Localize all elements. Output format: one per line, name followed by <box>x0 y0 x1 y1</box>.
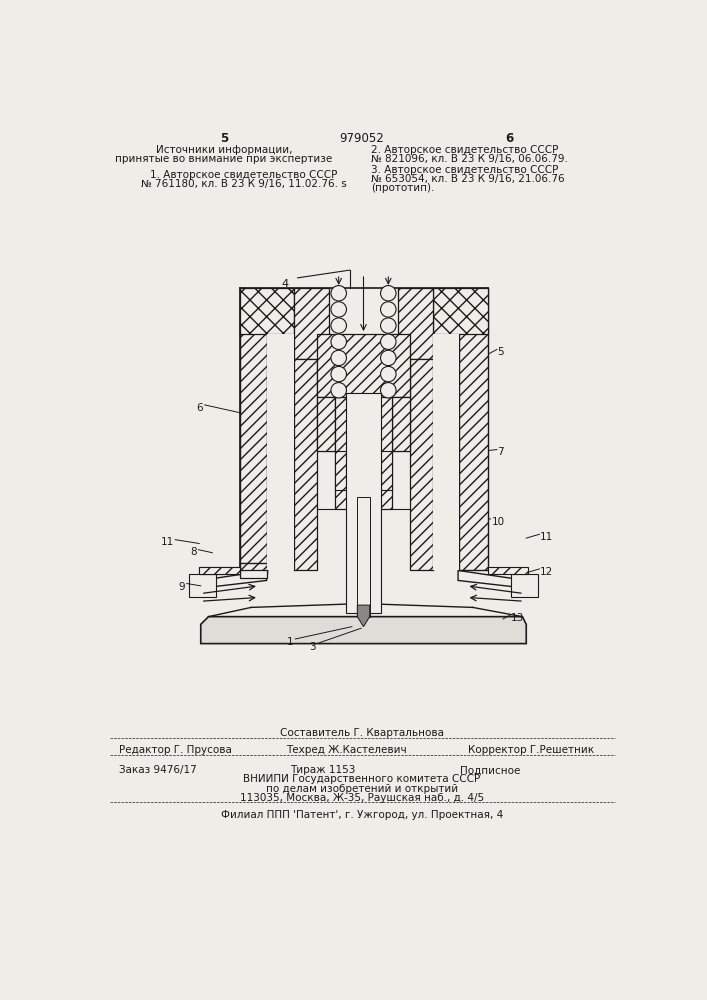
Bar <box>293 288 329 359</box>
Text: 9: 9 <box>179 582 185 592</box>
Text: 113035, Москва, Ж-35, Раушская наб., д. 4/5: 113035, Москва, Ж-35, Раушская наб., д. … <box>240 793 484 803</box>
Circle shape <box>331 318 346 333</box>
Polygon shape <box>201 617 526 644</box>
Text: 3: 3 <box>309 642 315 652</box>
Circle shape <box>380 334 396 349</box>
Text: по делам изобретений и открытий: по делам изобретений и открытий <box>266 784 458 794</box>
Text: 6: 6 <box>197 403 203 413</box>
Bar <box>380 451 392 490</box>
Polygon shape <box>488 567 528 574</box>
Bar <box>433 334 459 570</box>
Text: № 653054, кл. В 23 К 9/16, 21.06.76: № 653054, кл. В 23 К 9/16, 21.06.76 <box>371 174 565 184</box>
Polygon shape <box>189 574 216 597</box>
Circle shape <box>380 302 396 317</box>
Text: 4: 4 <box>281 279 288 289</box>
Text: Корректор Г.Решетник: Корректор Г.Решетник <box>468 745 595 755</box>
Text: 5: 5 <box>498 347 504 357</box>
Circle shape <box>380 318 396 333</box>
Circle shape <box>380 366 396 382</box>
Text: 979052: 979052 <box>339 132 385 145</box>
Text: Редактор Г. Прусова: Редактор Г. Прусова <box>119 745 233 755</box>
Text: (прототип).: (прототип). <box>371 183 435 193</box>
Text: 2. Авторское свидетельство СССР: 2. Авторское свидетельство СССР <box>371 145 559 155</box>
Bar <box>410 359 433 570</box>
Bar <box>433 288 488 334</box>
Text: ВНИИПИ Государственного комитета СССР: ВНИИПИ Государственного комитета СССР <box>243 774 481 784</box>
Text: 11: 11 <box>160 537 174 547</box>
Circle shape <box>331 366 346 382</box>
Bar <box>335 397 392 509</box>
Circle shape <box>380 286 396 301</box>
Bar <box>335 451 346 490</box>
Bar <box>346 393 380 613</box>
Text: Филиал ППП 'Патент', г. Ужгород, ул. Проектная, 4: Филиал ППП 'Патент', г. Ужгород, ул. Про… <box>221 810 503 820</box>
Text: 11: 11 <box>540 532 554 542</box>
Text: 1: 1 <box>287 637 293 647</box>
Text: 3. Авторское свидетельство СССР: 3. Авторское свидетельство СССР <box>371 165 559 175</box>
Text: принятые во внимание при экспертизе: принятые во внимание при экспертизе <box>115 154 332 164</box>
Bar <box>392 397 410 451</box>
Bar <box>459 288 488 570</box>
Text: 10: 10 <box>491 517 505 527</box>
Text: 13: 13 <box>510 613 524 623</box>
Polygon shape <box>357 605 370 627</box>
Bar <box>199 567 240 574</box>
Bar <box>267 334 293 570</box>
Text: Заказ 9476/17: Заказ 9476/17 <box>119 765 197 775</box>
Text: 5: 5 <box>220 132 228 145</box>
Text: № 761180, кл. В 23 К 9/16, 11.02.76. s: № 761180, кл. В 23 К 9/16, 11.02.76. s <box>141 179 347 189</box>
Text: 6: 6 <box>505 132 513 145</box>
Text: 2: 2 <box>245 455 251 465</box>
Polygon shape <box>240 570 267 578</box>
Bar <box>317 397 335 451</box>
Circle shape <box>331 334 346 349</box>
Polygon shape <box>510 574 538 597</box>
Bar <box>293 359 317 570</box>
Circle shape <box>331 286 346 301</box>
Text: 7: 7 <box>498 447 504 457</box>
Circle shape <box>331 383 346 398</box>
Polygon shape <box>458 570 526 588</box>
Bar <box>240 288 293 334</box>
Text: 12: 12 <box>540 567 554 577</box>
Text: Источники информации,: Источники информации, <box>156 145 292 155</box>
Text: Подписное: Подписное <box>460 765 521 775</box>
Text: Составитель Г. Квартальнова: Составитель Г. Квартальнова <box>280 728 444 738</box>
Circle shape <box>380 350 396 366</box>
Polygon shape <box>201 570 267 588</box>
Bar <box>357 497 370 617</box>
Text: 1. Авторское свидетельство СССР: 1. Авторское свидетельство СССР <box>151 170 338 180</box>
Circle shape <box>380 383 396 398</box>
Text: 8: 8 <box>190 547 197 557</box>
Circle shape <box>331 302 346 317</box>
Text: № 821096, кл. В 23 К 9/16, 06.06.79.: № 821096, кл. В 23 К 9/16, 06.06.79. <box>371 154 568 164</box>
Text: Техред Ж.Кастелевич: Техред Ж.Кастелевич <box>286 745 407 755</box>
Bar <box>398 288 433 359</box>
Text: Тираж 1153: Тираж 1153 <box>290 765 355 775</box>
Polygon shape <box>240 563 267 574</box>
Polygon shape <box>199 567 240 574</box>
Circle shape <box>331 350 346 366</box>
Bar <box>240 288 267 570</box>
Bar <box>317 334 410 397</box>
